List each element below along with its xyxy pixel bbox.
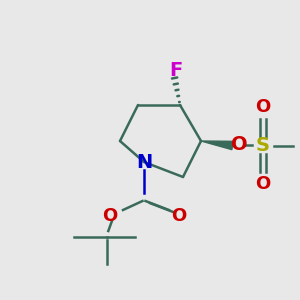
Text: S: S xyxy=(256,136,269,155)
Text: O: O xyxy=(171,207,186,225)
Text: N: N xyxy=(136,152,152,172)
Text: O: O xyxy=(255,175,270,193)
Text: F: F xyxy=(169,61,182,80)
Text: O: O xyxy=(255,98,270,116)
Text: O: O xyxy=(231,134,248,154)
Polygon shape xyxy=(201,141,233,150)
Text: O: O xyxy=(103,207,118,225)
